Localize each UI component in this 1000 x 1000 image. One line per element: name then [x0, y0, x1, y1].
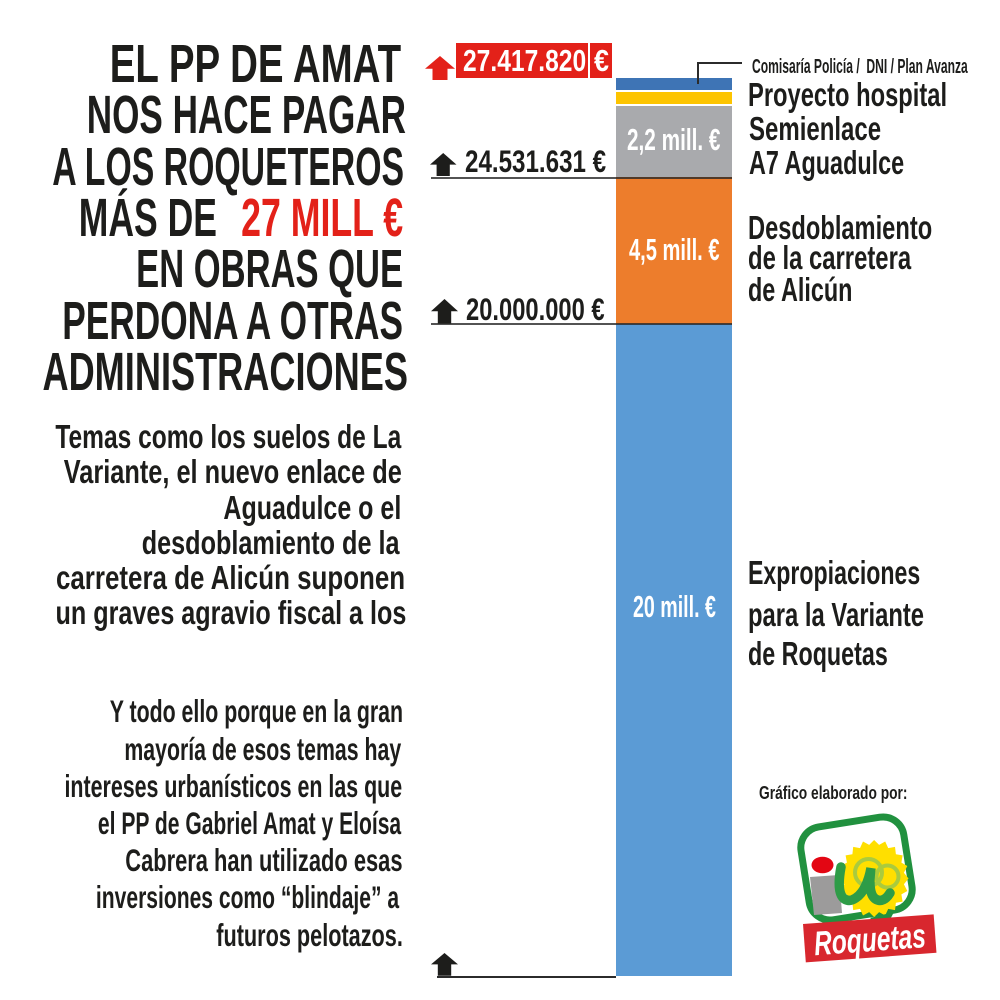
- svg-text:Roquetas: Roquetas: [813, 917, 927, 963]
